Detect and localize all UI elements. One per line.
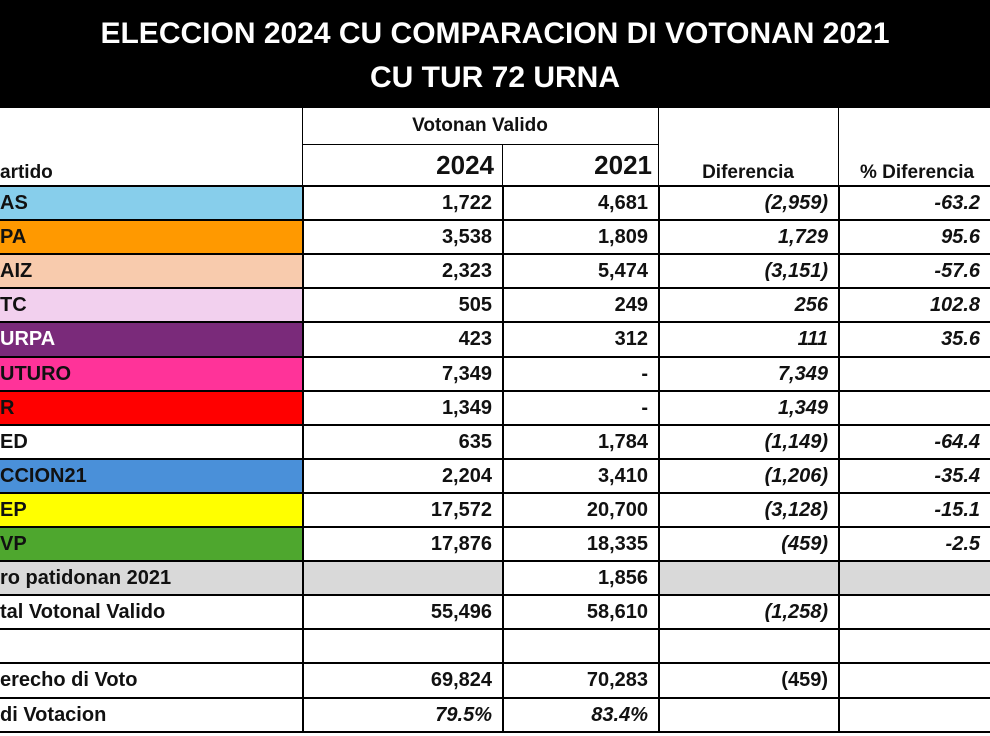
title-line-1: ELECCION 2024 CU COMPARACION DI VOTONAN … [100,17,890,50]
header-votonan-valido: Votonan Valido [412,115,548,136]
header-2021: 2021 [594,150,652,180]
votes-2021: 5,474 [597,260,648,283]
diferencia-value: 256 [794,294,828,317]
party-name: TC [0,288,302,323]
votes-2024: 2,323 [441,260,492,283]
header-2024: 2024 [436,150,494,180]
diferencia-value: (1,149) [764,430,828,453]
votes-2021: 1,784 [597,430,648,453]
total-2021: 58,610 [586,601,648,624]
diferencia-value: 7,349 [777,362,828,385]
party-name: UTURO [0,356,302,391]
votes-2024: 423 [458,328,492,351]
diferencia-value: (1,206) [764,464,828,487]
title-line-2: CU TUR 72 URNA [369,61,621,94]
derecho-2024: 69,824 [430,669,492,692]
header-diferencia: Diferencia [702,162,794,183]
votes-2024: 1,722 [441,192,492,214]
votes-2021: 3,410 [597,464,648,487]
diferencia-value: (2,959) [764,192,828,214]
votes-2021: 18,335 [586,533,648,555]
diferencia-value: 1,349 [777,396,828,419]
votes-2024: 635 [458,430,492,453]
derecho-label: erecho di Voto [0,669,138,692]
party-name: ED [0,424,302,459]
pct-diferencia-value: 35.6 [941,328,980,351]
otro-2024 [302,561,502,596]
pct-diferencia-value: -57.6 [934,260,980,283]
votes-2024: 1,349 [441,396,492,419]
diferencia-value: 111 [797,328,828,351]
results-table: Votonan Valido artido 2024 2021 Diferencia % … [0,108,990,736]
party-name: EP [0,492,302,527]
party-name: URPA [0,322,302,357]
pct-diferencia-value: -64.4 [934,430,980,453]
party-name: R [0,390,302,425]
votes-2024: 17,572 [430,498,492,521]
otro-diff [658,561,838,596]
votes-2021: - [641,362,648,385]
diferencia-value: (3,128) [764,498,828,521]
total-label: tal Votonal Valido [0,601,166,624]
votes-2021: 312 [614,328,648,351]
total-2024: 55,496 [430,601,492,624]
votes-2024: 17,876 [430,533,492,555]
party-name: CCION21 [0,458,302,493]
pct-diferencia-value: 102.8 [929,294,980,317]
votacion-2021: 83.4% [591,703,648,726]
party-name: AS [0,186,302,221]
derecho-diff: (459) [781,669,828,692]
derecho-2021: 70,283 [586,669,648,692]
pct-diferencia-value: -2.5 [945,533,980,555]
votes-2021: 4,681 [597,192,648,214]
pct-diferencia-value: 95.6 [941,226,980,249]
votes-2024: 7,349 [441,362,492,385]
pct-diferencia-value: -15.1 [934,498,980,521]
party-name: AIZ [0,254,302,289]
votes-2021: 249 [614,294,648,317]
otro-2021: 1,856 [597,567,648,590]
votes-2021: 20,700 [586,498,648,521]
pct-diferencia-value: -35.4 [934,464,980,487]
votes-2024: 505 [458,294,492,317]
votacion-label: di Votacion [0,703,107,726]
diferencia-value: (459) [781,533,828,555]
votes-2021: - [641,396,648,419]
table-title: ELECCION 2024 CU COMPARACION DI VOTONAN … [0,0,990,108]
diferencia-value: 1,729 [777,226,828,249]
votacion-2024: 79.5% [435,703,492,726]
blank-row [0,630,990,662]
otro-label: ro patidonan 2021 [0,561,302,596]
pct-diferencia-value [838,391,990,425]
otro-pct [838,561,990,596]
votes-2024: 2,204 [441,464,492,487]
party-name: PA [0,220,302,255]
total-diff: (1,258) [764,601,828,624]
pct-diferencia-value: -63.2 [934,192,980,214]
diferencia-value: (3,151) [764,260,828,283]
votes-2024: 3,538 [441,226,492,249]
party-name: VP [0,527,302,562]
header-partido: artido [0,162,53,183]
pct-diferencia-value [838,357,990,391]
votes-2021: 1,809 [597,226,648,249]
header-pct-diferencia: % Diferencia [860,162,975,183]
